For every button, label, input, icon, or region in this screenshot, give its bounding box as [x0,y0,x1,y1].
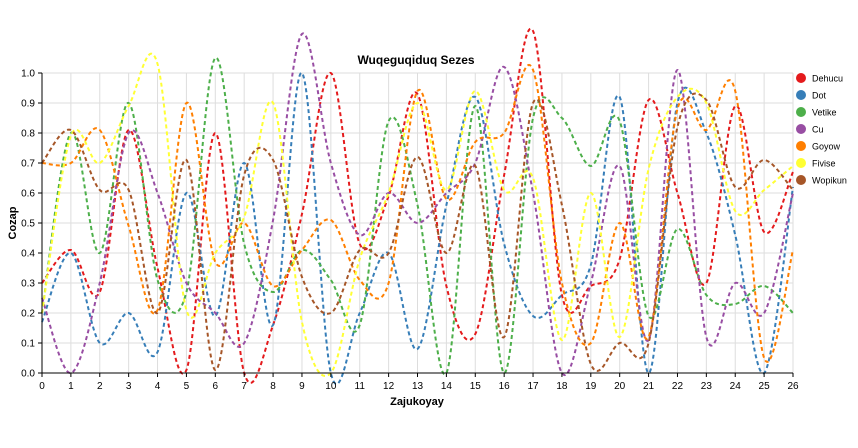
x-tick-label: 18 [556,381,568,392]
y-tick-label: 0.7 [21,159,35,170]
x-tick-label: 6 [213,381,219,392]
x-tick-label: 9 [299,381,305,392]
y-tick-label: 0.4 [21,249,35,260]
x-tick-label: 0 [39,381,45,392]
series-line-goyow [41,64,794,363]
x-tick-label: 3 [126,381,132,392]
series-line-vetike [41,56,794,376]
y-tick-label: 0.8 [21,129,35,140]
y-tick-label: 0.5 [21,219,35,230]
x-tick-label: 5 [184,381,190,392]
x-tick-label: 23 [701,381,713,392]
x-tick-label: 20 [614,381,626,392]
x-tick-label: 2 [97,381,103,392]
x-tick-label: 21 [643,381,655,392]
x-tick-label: 7 [241,381,247,392]
series-line-cu [41,32,794,377]
y-tick-label: 0.2 [21,309,35,320]
legend-swatch-dehucu [796,73,806,83]
legend-label-cu: Cu [812,125,824,135]
chart-title: Wuqeguqiduq Sezes [357,53,474,67]
series-line-dehucu [41,27,794,384]
legend-swatch-dot [796,90,806,100]
x-tick-label: 19 [585,381,597,392]
legend-swatch-vetike [796,107,806,117]
y-tick-label: 0.3 [21,279,35,290]
legend-label-wopikun: Wopikun [812,176,847,186]
y-axis-title: Cozap [7,206,19,239]
x-tick-label: 25 [759,381,771,392]
legend-label-dot: Dot [812,91,827,101]
x-tick-label: 10 [325,381,337,392]
x-tick-label: 26 [787,381,799,392]
x-tick-label: 22 [672,381,684,392]
legend: Dehucu Dot Vetike Cu Goyow Fivise Wopikun [796,73,847,186]
series-line-dot [41,71,794,385]
y-tick-label: 0.6 [21,189,35,200]
legend-swatch-cu [796,124,806,134]
axes: 0 1 2 3 4 5 6 7 8 9 10 11 12 13 14 15 16 17 18 19 20 21 22 23 24… [21,69,799,393]
legend-label-vetike: Vetike [812,108,837,118]
y-tick-label: 0.0 [21,369,35,380]
y-tick-label: 0.9 [21,99,35,110]
x-tick-label: 8 [270,381,276,392]
y-tick-label: 0.1 [21,339,35,350]
x-tick-label: 17 [527,381,539,392]
legend-label-goyow: Goyow [812,142,841,152]
x-tick-label: 16 [499,381,511,392]
legend-swatch-wopikun [796,175,806,185]
legend-label-dehucu: Dehucu [812,74,843,84]
legend-swatch-fivise [796,158,806,168]
x-tick-label: 11 [355,381,366,392]
x-tick-label: 4 [155,381,161,392]
series-layer [41,27,794,385]
x-tick-label: 1 [68,381,74,392]
x-tick-label: 14 [441,381,453,392]
legend-swatch-goyow [796,141,806,151]
series-line-wopikun [41,92,794,373]
x-tick-label: 24 [730,381,742,392]
y-tick-label: 1.0 [21,69,35,80]
x-tick-label: 15 [470,381,482,392]
legend-label-fivise: Fivise [812,159,836,169]
x-tick-label: 12 [383,381,395,392]
x-tick-label: 13 [412,381,424,392]
x-axis-title: Zajukoyay [390,396,445,408]
